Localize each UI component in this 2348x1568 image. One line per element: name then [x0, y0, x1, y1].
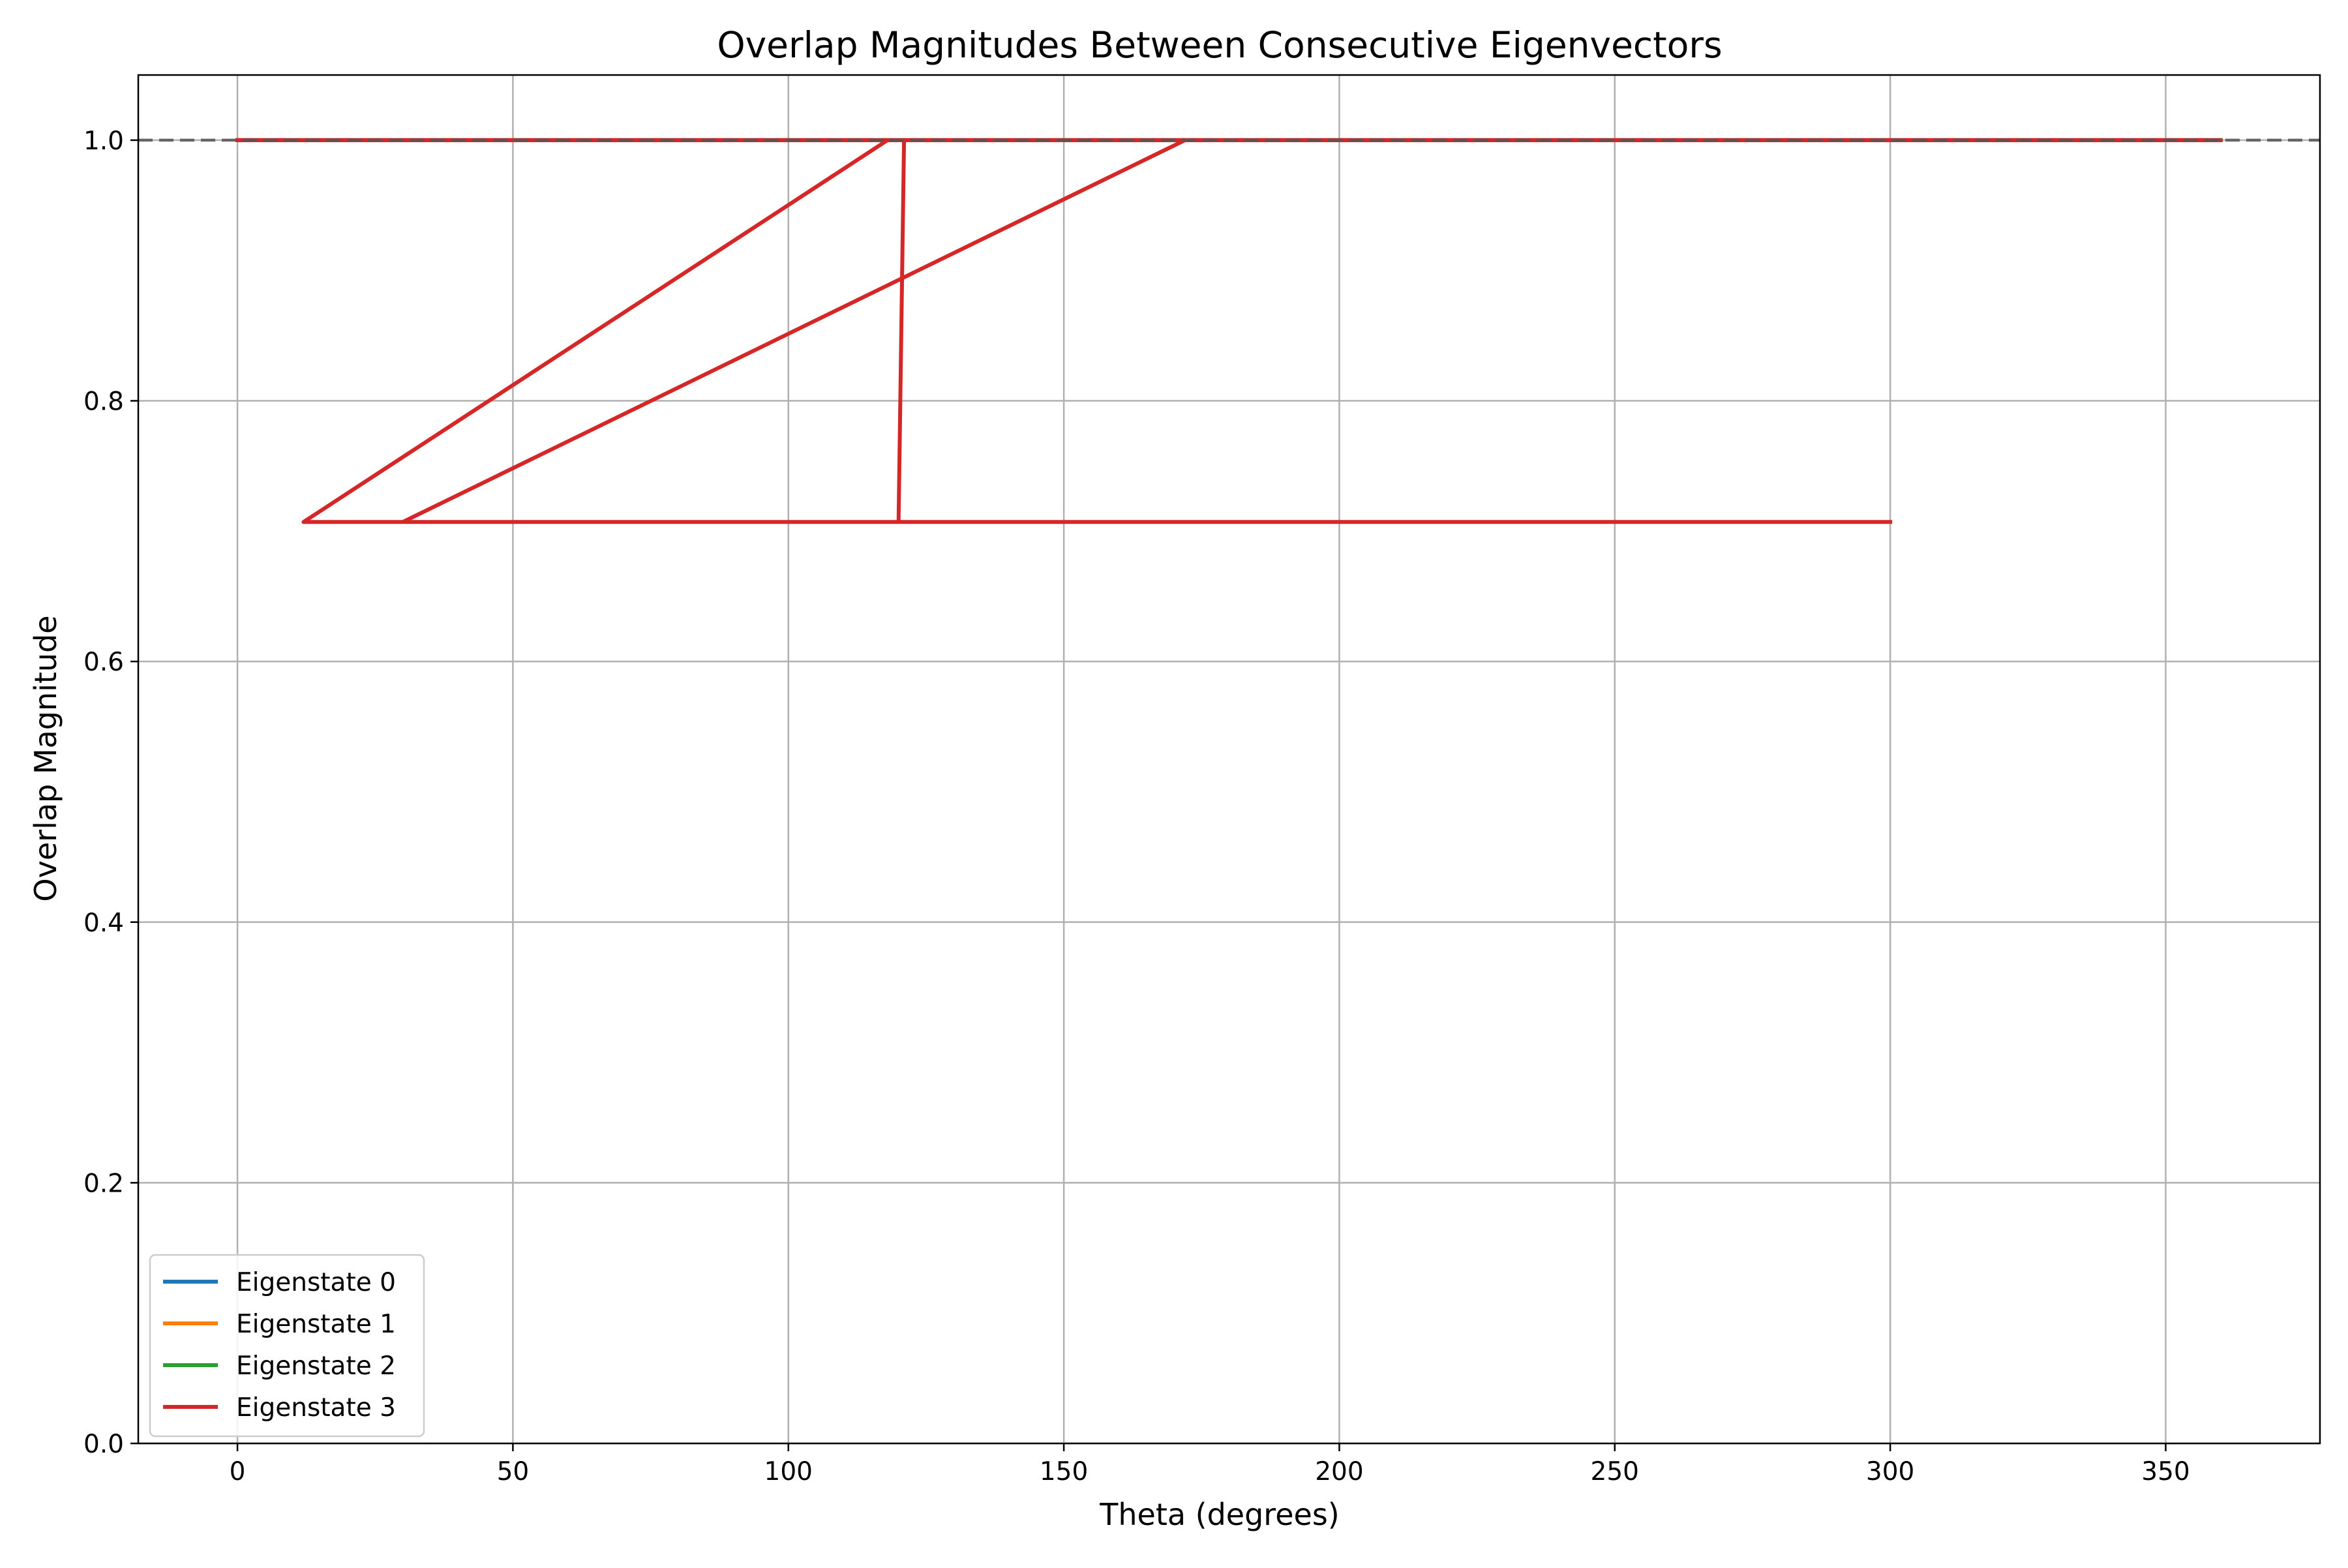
x-tick-label: 100 [764, 1457, 813, 1486]
legend-label: Eigenstate 3 [236, 1393, 396, 1423]
axes-frame [137, 74, 2321, 1445]
x-axis-label: Theta (degrees) [1099, 1497, 1339, 1532]
legend-label: Eigenstate 2 [236, 1351, 396, 1381]
x-tick-label: 300 [1866, 1457, 1914, 1486]
x-tick-label: 200 [1315, 1457, 1363, 1486]
axes-border [137, 74, 2321, 1445]
legend-label: Eigenstate 1 [236, 1310, 396, 1339]
legend: Eigenstate 0 Eigenstate 1 Eigenstate 2 Eige… [149, 1254, 425, 1438]
x-tick-label: 250 [1591, 1457, 1639, 1486]
x-tick-label: 350 [2141, 1457, 2190, 1486]
chart-title: Overlap Magnitudes Between Consecutive E… [717, 24, 1722, 66]
x-tick-label: 0 [230, 1457, 246, 1486]
y-tick-label: 0.8 [83, 387, 124, 417]
ticks: 0 50 100 150 200 250 300 350 0.0 0.2 0.4 0.6 0.8 1.0 [83, 127, 2190, 1486]
y-tick-label: 0.0 [83, 1430, 124, 1459]
legend-label: Eigenstate 0 [236, 1268, 396, 1297]
y-tick-label: 0.4 [83, 909, 124, 938]
legend-box [149, 1254, 425, 1438]
x-tick-label: 150 [1040, 1457, 1088, 1486]
y-tick-label: 0.2 [83, 1169, 124, 1198]
y-tick-label: 0.6 [83, 648, 124, 677]
x-tick-label: 50 [497, 1457, 530, 1486]
y-tick-label: 1.0 [83, 127, 124, 156]
y-axis-label: Overlap Magnitude [28, 615, 63, 901]
